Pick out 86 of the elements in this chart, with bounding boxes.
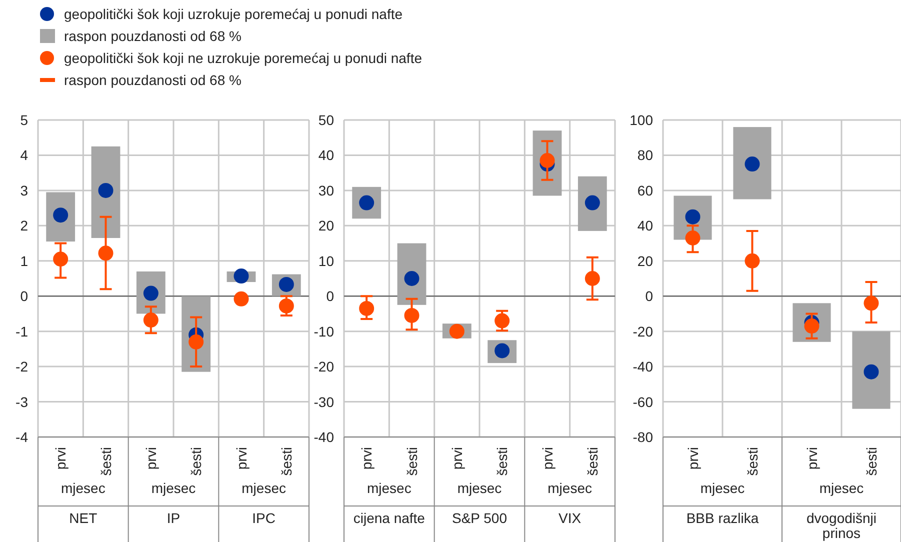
point: [143, 312, 158, 328]
point: [744, 253, 760, 268]
point: [449, 324, 464, 339]
text: IP: [166, 510, 180, 526]
text: VIX: [558, 510, 582, 526]
point: [234, 291, 249, 306]
legend-label: raspon pouzdanosti od 68 %: [64, 72, 242, 88]
x-tick-label: prvi: [448, 447, 465, 470]
x-tick-label: prvi: [539, 447, 556, 470]
y-tick-label: -3: [16, 394, 28, 410]
text: dvogodišnji prinos: [806, 510, 877, 541]
x-tick-label: šesti: [494, 447, 510, 476]
y-tick-label: 10: [318, 252, 334, 269]
point: [685, 230, 700, 246]
y-tick-label: 3: [20, 182, 28, 198]
y-tick-label: 60: [637, 182, 654, 198]
point: [864, 364, 879, 380]
y-tick-label: -40: [632, 358, 654, 375]
text: mjesec: [366, 480, 412, 496]
y-tick-label: 20: [637, 252, 654, 269]
y-tick-label: -40: [314, 429, 334, 445]
y-tick-label: 50: [318, 112, 334, 128]
y-tick-label: 40: [637, 218, 654, 234]
y-tick-label: -30: [314, 394, 334, 410]
y-tick-label: -10: [314, 323, 334, 340]
y-tick-label: -20: [632, 323, 654, 340]
bar: [852, 331, 890, 409]
text: BBB razlika: [686, 510, 759, 526]
bar: [91, 146, 120, 238]
text: mjesec: [60, 480, 106, 496]
point: [234, 268, 249, 284]
text: cijena nafte: [353, 510, 426, 526]
y-tick-label: 80: [637, 147, 654, 164]
x-tick-label: prvi: [358, 447, 375, 470]
y-tick-label: 0: [645, 288, 654, 304]
y-tick-label: 40: [318, 147, 334, 164]
y-tick-label: 100: [630, 112, 654, 128]
y-tick-label: -2: [16, 358, 28, 375]
y-tick-label: -60: [632, 394, 654, 410]
point: [98, 246, 114, 261]
x-tick-label: šesti: [98, 447, 114, 476]
x-tick-label: šesti: [744, 447, 760, 476]
text: mjesec: [700, 480, 745, 496]
y-tick-label: 2: [20, 218, 28, 234]
point: [98, 182, 114, 198]
y-tick-label: -20: [314, 358, 334, 375]
text: mjesec: [548, 480, 592, 496]
text: mjesec: [819, 480, 864, 496]
x-tick-label: prvi: [52, 447, 69, 470]
bar: [733, 127, 772, 200]
text: mjesec: [242, 480, 286, 496]
y-tick-label: 0: [326, 288, 334, 304]
x-tick-label: prvi: [233, 447, 250, 470]
point: [540, 153, 555, 168]
y-tick-label: 30: [318, 182, 334, 198]
text: mjesec: [151, 480, 196, 496]
legend-label: raspon pouzdanosti od 68 %: [64, 28, 242, 44]
x-tick-label: prvi: [804, 447, 820, 470]
y-tick-label: 5: [20, 112, 28, 128]
x-tick-label: šesti: [863, 447, 880, 476]
point: [584, 271, 600, 286]
x-tick-label: šesti: [584, 447, 600, 476]
text: S&P 500: [452, 510, 508, 526]
text: IPC: [252, 510, 276, 526]
point: [359, 300, 374, 316]
point: [864, 296, 879, 311]
point: [188, 334, 204, 350]
y-tick-label: 1: [20, 252, 28, 269]
y-tick-label: 4: [20, 147, 28, 164]
y-tick-label: -1: [16, 323, 28, 340]
point: [744, 156, 760, 172]
legend-label: geopolitički šok koji uzrokuje poremećaj u ponudi nafte: [64, 6, 403, 22]
point: [53, 252, 68, 267]
text: NET: [69, 510, 98, 526]
x-tick-label: šesti: [188, 447, 204, 476]
x-tick-label: šesti: [278, 447, 294, 476]
y-tick-label: -4: [16, 429, 28, 445]
x-tick-label: prvi: [142, 447, 159, 470]
point: [404, 308, 420, 323]
legend-label: geopolitički šok koji ne uzrokuje poremećaj u ponudi nafte: [64, 50, 422, 66]
y-tick-label: 0: [20, 288, 28, 304]
x-tick-label: šesti: [404, 447, 420, 476]
y-tick-label: -80: [632, 429, 654, 445]
x-tick-label: prvi: [684, 447, 701, 470]
text: mjesec: [457, 480, 502, 496]
y-tick-label: 20: [318, 218, 334, 234]
